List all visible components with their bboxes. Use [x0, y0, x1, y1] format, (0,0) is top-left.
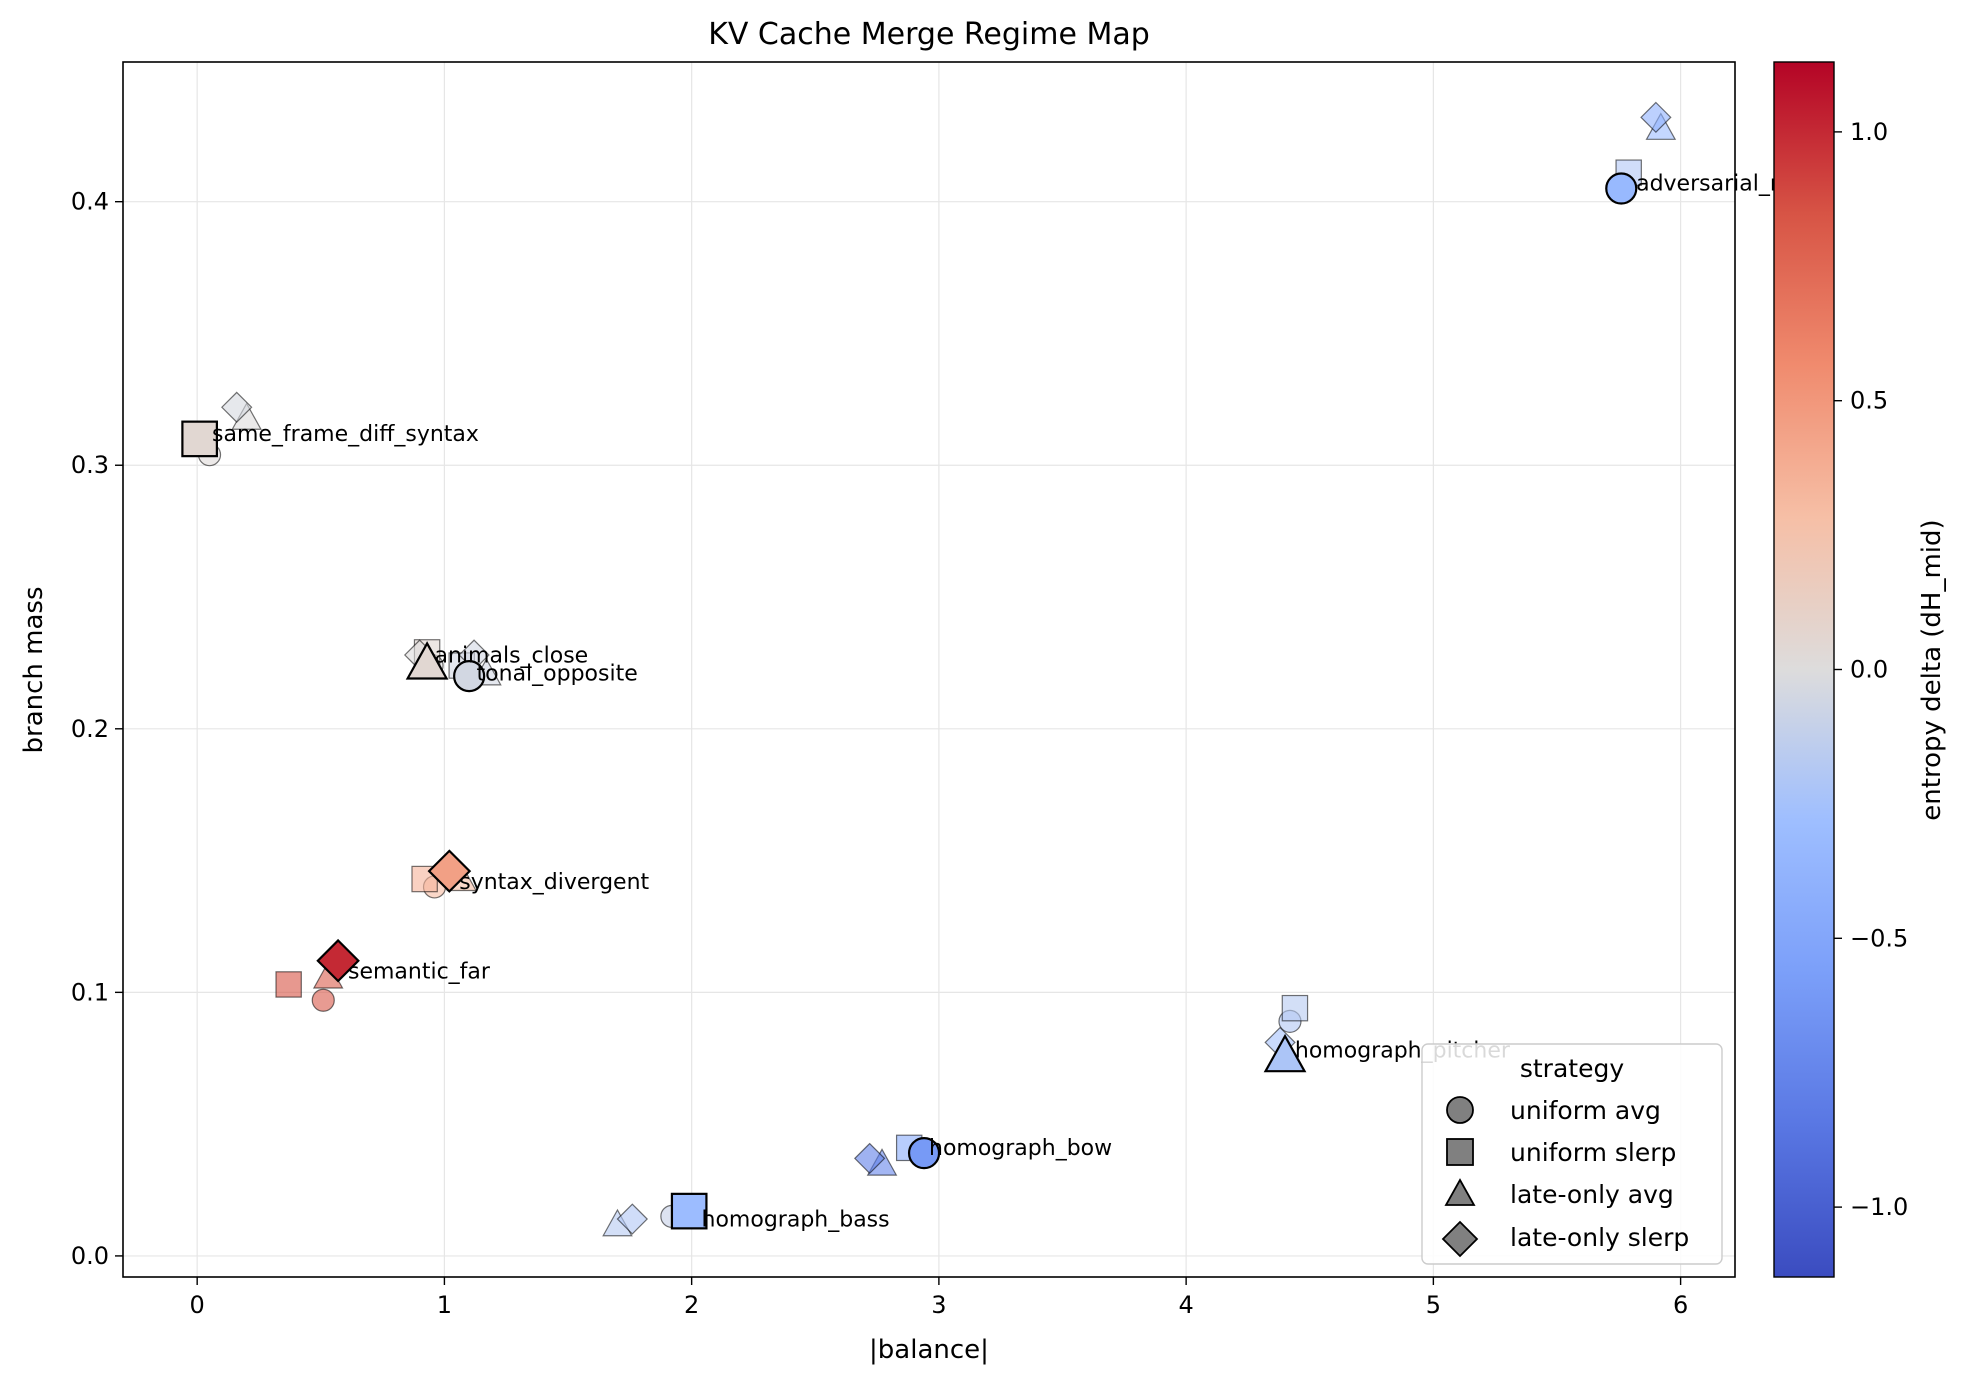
x-tick-label: 3: [931, 1291, 946, 1319]
legend-label-uniform-avg: uniform avg: [1510, 1096, 1661, 1125]
grid: [123, 62, 1735, 1277]
annotation-syntax-divergent: syntax_divergent: [459, 870, 649, 895]
point-tonal-opposite-circle: [453, 659, 486, 693]
legend-frame: [1421, 1043, 1723, 1265]
plot-frame: [122, 61, 1736, 1278]
legend-circle-marker: [1446, 1096, 1474, 1124]
colorbar-tick-label: 0.0: [1850, 656, 1888, 684]
colorbar-tick-label: −1.0: [1850, 1193, 1908, 1221]
x-tick-label: 2: [684, 1291, 699, 1319]
point-semantic-far-square: [275, 971, 302, 998]
point-homograph-bow-diamond: [853, 1142, 886, 1175]
x-tick-label: 1: [437, 1291, 452, 1319]
point-homograph-pitcher-triangle: [1263, 1033, 1307, 1073]
annotation-homograph-bow: homograph_bow: [929, 1136, 1112, 1161]
y-tick-label: 0.2: [71, 715, 109, 743]
legend: strategy uniform avg uniform slerp late-…: [1421, 1043, 1723, 1265]
annotation-animals-close: animals_close: [435, 643, 589, 668]
colorbar-tick-label: −0.5: [1850, 924, 1908, 952]
colorbar-tick-label: 0.5: [1850, 387, 1888, 415]
point-homograph-bow-circle: [907, 1137, 941, 1170]
point-semantic-far-circle: [311, 988, 335, 1012]
y-axis-label: branch mass: [19, 587, 49, 754]
scatter-points: [181, 101, 1677, 1237]
x-tick-label: 5: [1426, 1291, 1441, 1319]
colorbar-tick-label: 1.0: [1850, 118, 1888, 146]
point-syntax-divergent-diamond: [427, 849, 472, 893]
point-adversarial-mask-diamond: [1640, 101, 1672, 134]
annotations: adversarial_masksame_frame_diff_syntaxan…: [212, 172, 1829, 1233]
legend-label-late-only-avg: late-only avg: [1510, 1180, 1674, 1209]
y-tick-label: 0.4: [71, 188, 109, 216]
colorbar: [1773, 61, 1835, 1278]
y-tick-label: 0.1: [71, 978, 109, 1006]
legend-label-late-only-slerp: late-only slerp: [1510, 1223, 1689, 1252]
y-tick-label: 0.3: [71, 451, 109, 479]
legend-square-marker: [1446, 1138, 1474, 1166]
annotation-semantic-far: semantic_far: [348, 960, 491, 985]
legend-label-uniform-slerp: uniform slerp: [1510, 1138, 1676, 1167]
point-semantic-far-diamond: [316, 938, 360, 983]
colorbar-label: entropy delta (dH_mid): [1917, 519, 1947, 820]
x-tick-label: 6: [1673, 1291, 1688, 1319]
x-tick-label: 0: [190, 1291, 205, 1319]
point-same-frame-diff-syntax-diamond: [221, 391, 253, 423]
x-tick-label: 4: [1178, 1291, 1193, 1319]
annotation-tonal-opposite: tonal_opposite: [477, 662, 638, 687]
point-homograph-pitcher-square: [1281, 994, 1309, 1022]
legend-diamond-marker: [1441, 1220, 1479, 1258]
x-axis-ticks: 0 1 2 3 4 5 6: [190, 1277, 1688, 1319]
colorbar-ticks: −1.0 −0.5 0.0 0.5 1.0: [1834, 118, 1908, 1221]
legend-triangle-marker: [1444, 1178, 1476, 1206]
legend-title: strategy: [1520, 1054, 1624, 1083]
annotation-same-frame-diff-syntax: same_frame_diff_syntax: [212, 422, 479, 447]
point-animals-close-triangle: [405, 641, 449, 680]
point-homograph-bass-square: [670, 1192, 708, 1230]
annotation-homograph-bass: homograph_bass: [702, 1207, 890, 1232]
chart-title: KV Cache Merge Regime Map: [708, 17, 1150, 52]
point-same-frame-diff-syntax-square: [181, 420, 218, 458]
y-axis-ticks: 0.0 0.1 0.2 0.3 0.4: [71, 188, 123, 1270]
point-adversarial-mask-circle: [1605, 172, 1638, 205]
point-homograph-bass-diamond: [616, 1203, 649, 1235]
x-axis-label: |balance|: [869, 1335, 989, 1365]
y-tick-label: 0.0: [71, 1242, 109, 1270]
